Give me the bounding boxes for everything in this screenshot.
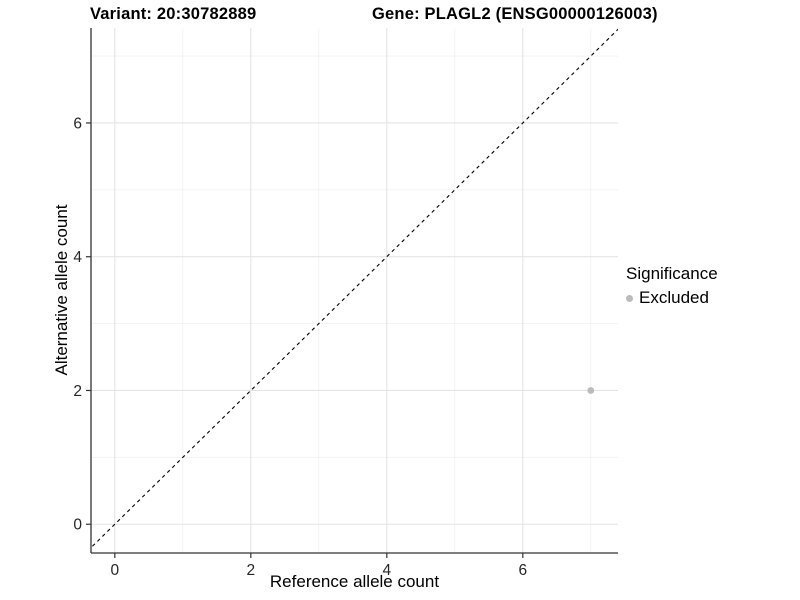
x-tick-label: 0 — [110, 562, 119, 579]
plot-title-variant: Variant: 20:30782889 — [90, 5, 257, 23]
legend-title: Significance — [626, 264, 718, 283]
legend: Significance Excluded — [626, 264, 718, 308]
legend-point-icon — [626, 294, 633, 302]
plot-title-gene: Gene: PLAGL2 (ENSG00000126003) — [372, 5, 658, 23]
x-axis-title: Reference allele count — [269, 572, 440, 591]
y-tick-label: 4 — [73, 249, 82, 266]
identity-line — [91, 28, 618, 549]
legend-item: Excluded — [626, 288, 718, 308]
y-tick-label: 2 — [73, 383, 82, 400]
legend-item-label: Excluded — [639, 288, 709, 307]
data-point — [587, 387, 595, 394]
y-axis-title: Alternative allele count — [52, 204, 71, 376]
x-tick-label: 6 — [518, 562, 527, 579]
x-tick-label: 2 — [246, 562, 255, 579]
x-tick-label: 4 — [382, 562, 391, 579]
y-tick-label: 6 — [73, 115, 82, 132]
y-tick-label: 0 — [73, 517, 82, 534]
legend-items: Excluded — [626, 288, 718, 308]
